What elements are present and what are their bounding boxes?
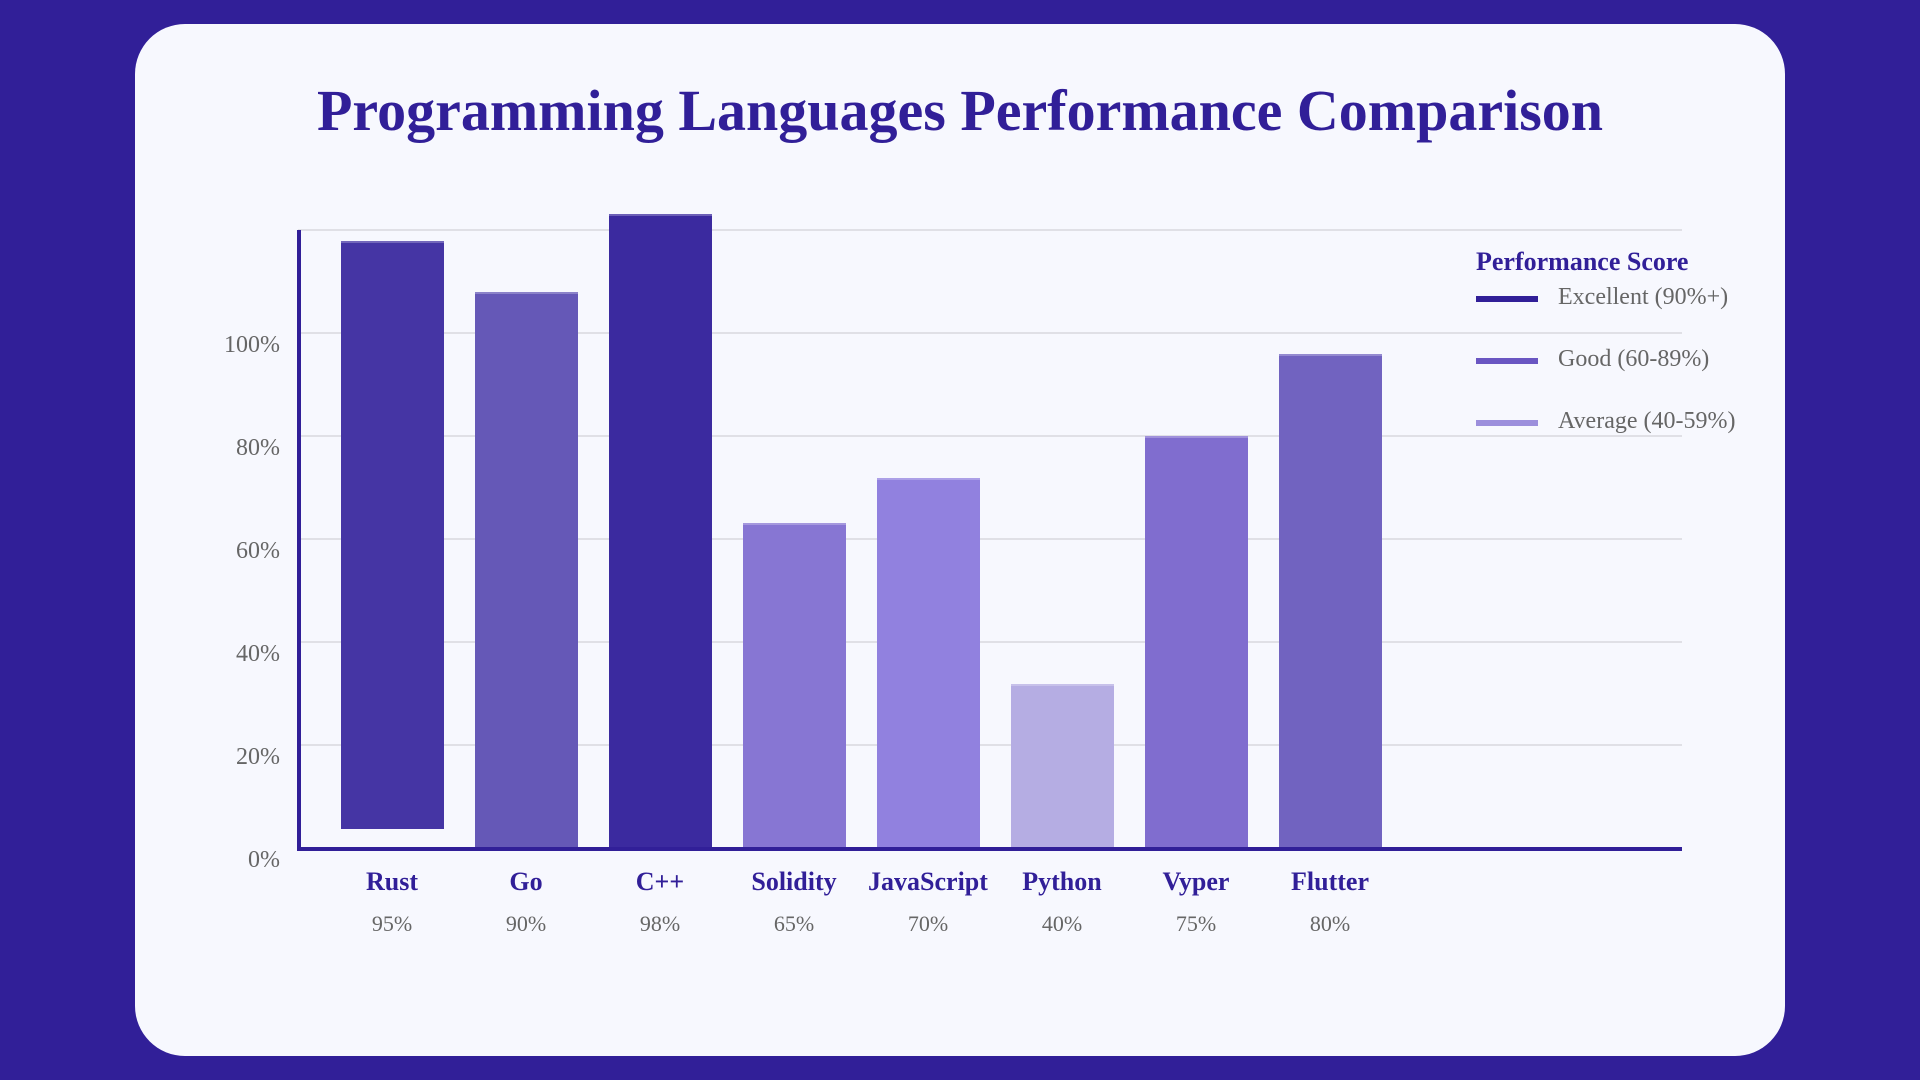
category-label: Vyper <box>1162 867 1230 896</box>
legend-label: Good (60-89%) <box>1558 346 1710 372</box>
bar-javascript[interactable] <box>877 478 980 849</box>
legend-swatch-icon <box>1476 420 1538 426</box>
value-label: 95% <box>371 911 413 936</box>
category-label: Flutter <box>1291 867 1369 896</box>
legend-item-excellent[interactable]: Excellent (90%+) <box>1476 280 1728 342</box>
category-label: Solidity <box>751 867 837 896</box>
legend: Performance Score Excellent (90%+) Good … <box>1476 246 1735 466</box>
legend-swatch-icon <box>1476 358 1538 364</box>
legend-title: Performance Score <box>1476 247 1689 276</box>
legend-label: Average (40-59%) <box>1558 408 1736 434</box>
grid-line <box>298 744 1682 746</box>
bar-flutter[interactable] <box>1279 354 1382 849</box>
value-label: 80% <box>1309 911 1351 936</box>
value-label: 98% <box>639 911 681 936</box>
category-label: C++ <box>635 867 685 896</box>
bar-vyper[interactable] <box>1145 436 1248 849</box>
value-label: 90% <box>505 911 547 936</box>
y-tick-label: 20% <box>236 744 280 770</box>
y-tick-label: 40% <box>236 641 280 667</box>
category-label: Python <box>1022 867 1102 896</box>
y-tick-label: 80% <box>236 435 280 461</box>
value-label: 40% <box>1041 911 1083 936</box>
y-axis-line <box>297 230 301 851</box>
grid-line <box>298 641 1682 643</box>
grid-line <box>298 332 1682 334</box>
y-tick-label: 0% <box>248 847 280 873</box>
bar-cpp[interactable] <box>609 214 712 849</box>
grid-line <box>298 538 1682 540</box>
bar-solidity[interactable] <box>743 523 846 849</box>
y-tick-label: 100% <box>224 332 280 358</box>
x-axis-line <box>297 847 1682 851</box>
bar-go[interactable] <box>475 292 578 849</box>
legend-item-good[interactable]: Good (60-89%) <box>1476 342 1709 404</box>
category-label: JavaScript <box>868 867 988 896</box>
grid-line <box>298 229 1682 231</box>
value-label: 75% <box>1175 911 1217 936</box>
bar-rust[interactable] <box>341 241 444 829</box>
chart-title: Programming Languages Performance Compar… <box>316 78 1604 143</box>
category-label: Go <box>509 867 543 896</box>
value-label: 65% <box>773 911 815 936</box>
y-tick-label: 60% <box>236 538 280 564</box>
value-label: 70% <box>907 911 949 936</box>
grid-line <box>298 435 1682 437</box>
legend-item-average[interactable]: Average (40-59%) <box>1476 404 1735 466</box>
bar-python[interactable] <box>1011 684 1114 849</box>
legend-label: Excellent (90%+) <box>1558 284 1729 310</box>
category-label: Rust <box>365 867 418 896</box>
legend-swatch-icon <box>1476 296 1538 302</box>
